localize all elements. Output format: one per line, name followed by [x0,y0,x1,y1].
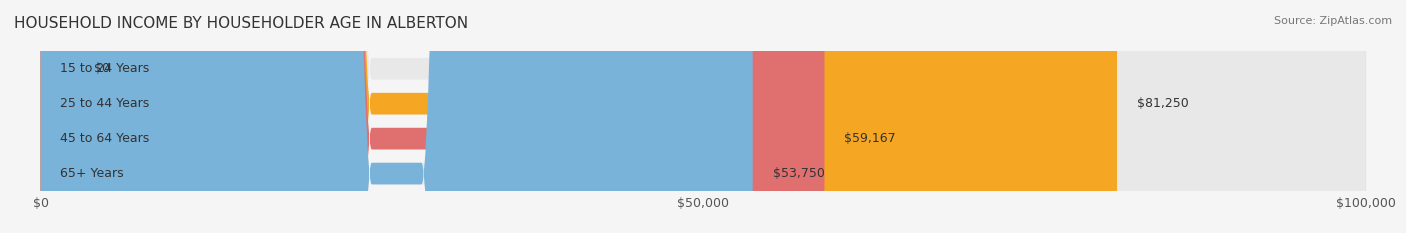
FancyBboxPatch shape [41,0,752,233]
Text: 45 to 64 Years: 45 to 64 Years [60,132,149,145]
FancyBboxPatch shape [41,0,1365,233]
Text: 25 to 44 Years: 25 to 44 Years [60,97,149,110]
Text: $59,167: $59,167 [845,132,896,145]
FancyBboxPatch shape [41,0,1116,233]
Text: 65+ Years: 65+ Years [60,167,124,180]
Text: Source: ZipAtlas.com: Source: ZipAtlas.com [1274,16,1392,26]
Text: HOUSEHOLD INCOME BY HOUSEHOLDER AGE IN ALBERTON: HOUSEHOLD INCOME BY HOUSEHOLDER AGE IN A… [14,16,468,31]
FancyBboxPatch shape [41,0,1365,233]
Text: 15 to 24 Years: 15 to 24 Years [60,62,149,75]
FancyBboxPatch shape [41,0,1365,233]
Text: $53,750: $53,750 [772,167,824,180]
FancyBboxPatch shape [41,0,824,233]
FancyBboxPatch shape [41,0,1365,233]
Text: $0: $0 [94,62,110,75]
FancyBboxPatch shape [41,0,73,233]
Text: $81,250: $81,250 [1137,97,1188,110]
